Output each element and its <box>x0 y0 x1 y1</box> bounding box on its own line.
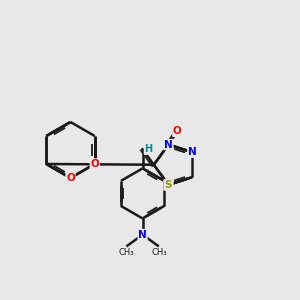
Text: N: N <box>138 230 147 240</box>
Text: O: O <box>173 126 182 136</box>
Text: O: O <box>66 173 75 183</box>
Text: S: S <box>165 180 172 190</box>
Text: CH₃: CH₃ <box>151 248 167 257</box>
Text: O: O <box>90 159 99 169</box>
Text: N: N <box>188 147 197 157</box>
Text: N: N <box>164 180 173 190</box>
Text: H: H <box>144 144 152 154</box>
Text: CH₃: CH₃ <box>118 248 134 257</box>
Text: N: N <box>164 140 173 150</box>
